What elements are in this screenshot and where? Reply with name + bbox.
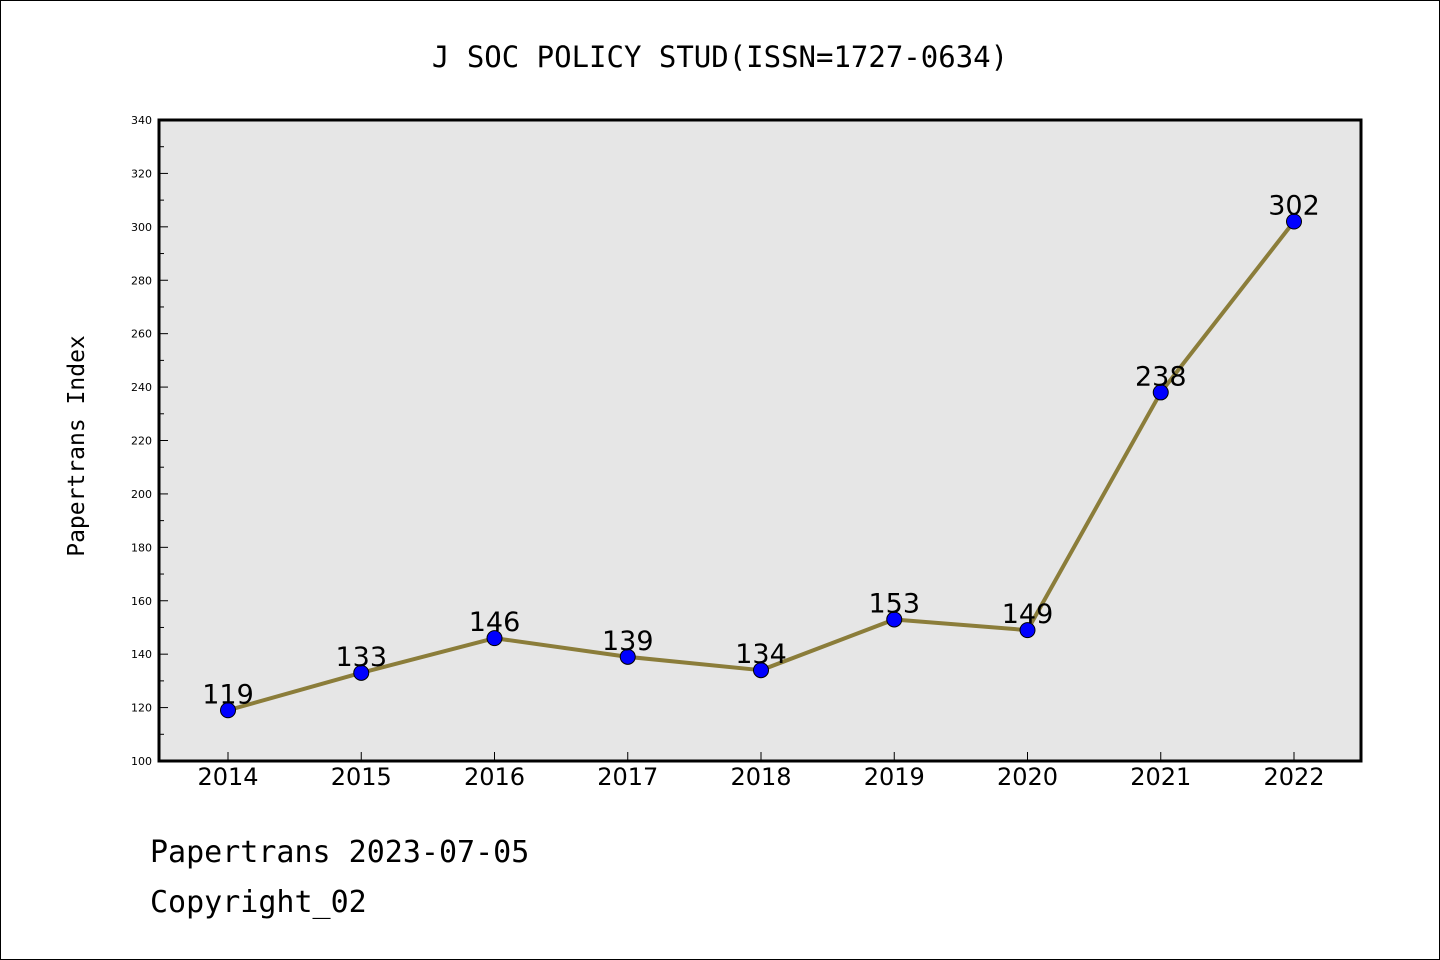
x-tick-label: 2015 xyxy=(331,763,392,791)
x-tick-label: 2018 xyxy=(730,763,791,791)
y-axis-label: Papertrans Index xyxy=(64,335,90,557)
y-tick-label: 160 xyxy=(131,595,152,608)
data-label: 139 xyxy=(602,626,654,657)
y-tick-label: 320 xyxy=(131,167,152,180)
y-tick-label: 300 xyxy=(131,221,152,234)
data-label: 146 xyxy=(469,607,521,638)
data-label: 134 xyxy=(735,639,787,670)
y-tick-label: 280 xyxy=(131,274,152,287)
data-label: 153 xyxy=(868,588,920,619)
data-label: 238 xyxy=(1135,361,1187,392)
x-axis-ticks: 2014 2015 2016 2017 2018 2019 2020 2021 2022 xyxy=(197,752,1325,791)
y-tick-label: 120 xyxy=(131,702,152,715)
data-point xyxy=(1286,213,1302,230)
y-tick-label: 200 xyxy=(131,488,152,501)
footer-date: Papertrans 2023-07-05 xyxy=(150,835,530,870)
x-tick-label: 2020 xyxy=(997,763,1058,791)
x-tick-label: 2017 xyxy=(597,763,658,791)
y-tick-label: 220 xyxy=(131,435,152,448)
data-point xyxy=(486,630,503,647)
data-point xyxy=(353,664,370,681)
chart-title: J SOC POLICY STUD(ISSN=1727-0634) xyxy=(432,40,1008,74)
x-tick-label: 2016 xyxy=(464,763,525,791)
footer-copyright: Copyright_02 xyxy=(150,885,367,920)
y-tick-label: 240 xyxy=(131,381,152,394)
y-tick-label: 340 xyxy=(131,114,152,127)
y-tick-label: 260 xyxy=(131,328,152,341)
data-point xyxy=(1019,622,1036,639)
y-tick-label: 100 xyxy=(131,755,152,768)
data-label: 149 xyxy=(1002,599,1054,630)
series-group xyxy=(220,213,1302,719)
x-tick-label: 2021 xyxy=(1130,763,1191,791)
x-tick-label: 2014 xyxy=(197,763,258,791)
data-label: 133 xyxy=(335,642,387,673)
plot-area xyxy=(157,118,1363,763)
data-point xyxy=(1152,384,1169,401)
y-tick-label: 140 xyxy=(131,648,152,661)
data-labels-group: 119 133 146 139 134 153 149 238 302 xyxy=(202,190,1320,710)
x-tick-label: 2019 xyxy=(864,763,925,791)
data-point xyxy=(619,648,636,665)
data-point xyxy=(753,662,769,679)
data-point xyxy=(220,702,236,719)
data-point xyxy=(886,611,903,628)
data-label: 119 xyxy=(202,679,254,710)
y-axis-ticks: 100 120 140 160 180 200 220 240 260 280 300 320 340 xyxy=(131,114,168,768)
y-tick-label: 180 xyxy=(131,541,152,554)
data-label: 302 xyxy=(1268,190,1320,221)
x-tick-label: 2022 xyxy=(1263,763,1324,791)
